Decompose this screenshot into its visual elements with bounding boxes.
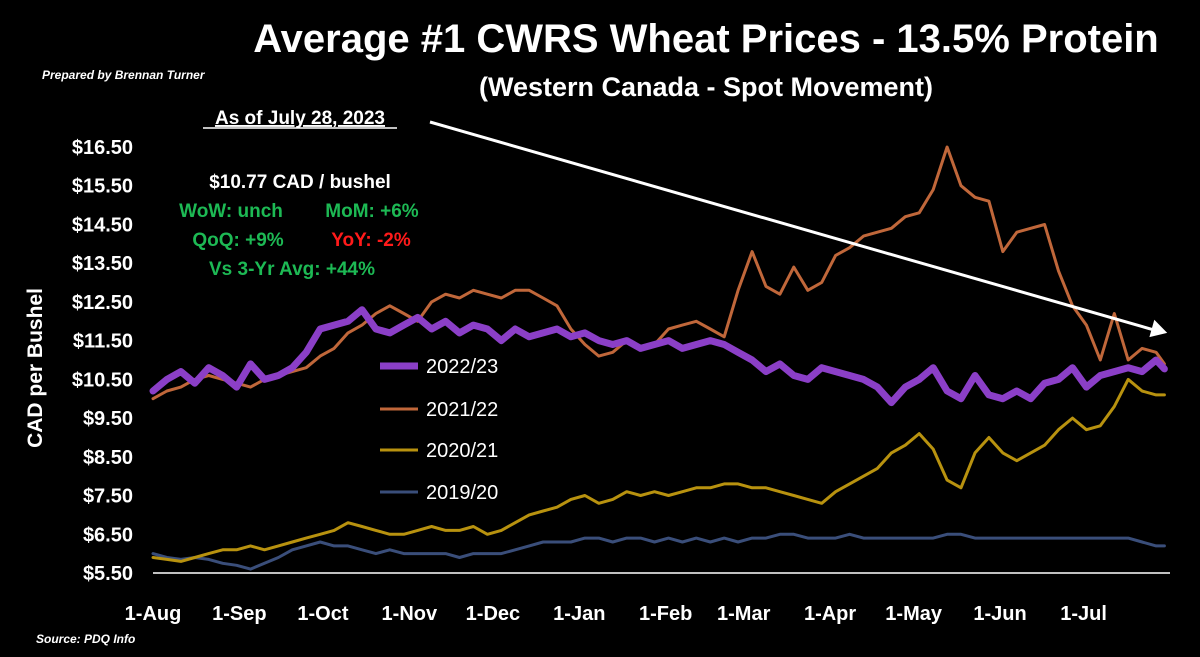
series-line-2020-21 (151, 377, 1166, 563)
y-tick-label: $12.50 (72, 292, 133, 314)
chart-subtitle: (Western Canada - Spot Movement) (479, 72, 933, 102)
x-tick-label: 1-Mar (717, 603, 771, 625)
legend: 2022/23 2021/22 2020/21 2019/20 (380, 356, 498, 504)
x-tick-label: 1-Jun (973, 603, 1026, 625)
y-tick-label: $14.50 (72, 214, 133, 236)
y-axis-ticks: $16.50 $15.50 $14.50 $13.50 $12.50 $11.50 $10.… (72, 137, 133, 585)
y-tick-label: $13.50 (72, 253, 133, 275)
as-of-text: As of July 28, 2023 (215, 108, 385, 129)
chart-title: Average #1 CWRS Wheat Prices - 13.5% Pro… (253, 17, 1159, 61)
y-tick-label: $8.50 (83, 447, 133, 469)
yoy-text: YoY: -2% (331, 230, 411, 251)
y-tick-label: $10.50 (72, 369, 133, 391)
mom-text: MoM: +6% (325, 201, 419, 222)
x-tick-label: 1-May (885, 603, 943, 625)
y-tick-label: $6.50 (83, 524, 133, 546)
y-tick-label: $16.50 (72, 137, 133, 159)
x-tick-label: 1-Nov (382, 603, 438, 625)
x-tick-label: 1-Jul (1060, 603, 1107, 625)
series-layer (149, 145, 1168, 571)
y-tick-label: $11.50 (73, 331, 133, 353)
trend-arrow-line (429, 120, 1158, 333)
price-text: $10.77 CAD / bushel (209, 172, 391, 193)
trend-arrow-head (1149, 319, 1168, 338)
series-line-2022-23 (149, 306, 1168, 407)
x-tick-label: 1-Aug (125, 603, 182, 625)
y-axis-label: CAD per Bushel (24, 288, 47, 448)
y-tick-label: $15.50 (72, 176, 133, 198)
x-tick-label: 1-Apr (804, 603, 856, 625)
legend-label: 2022/23 (426, 356, 498, 378)
x-axis-ticks: 1-Aug 1-Sep 1-Oct 1-Nov 1-Dec 1-Jan 1-Feb 1-Mar… (125, 603, 1107, 625)
source-text: Source: PDQ Info (36, 632, 135, 646)
series-line-2021-22 (151, 145, 1166, 401)
series-line-2019-20 (151, 532, 1166, 571)
trend-arrow (429, 120, 1168, 338)
wow-text: WoW: unch (179, 201, 283, 222)
vs-3yr-text: Vs 3-Yr Avg: +44% (209, 259, 375, 280)
legend-label: 2020/21 (426, 440, 498, 462)
y-tick-label: $5.50 (83, 563, 133, 585)
x-tick-label: 1-Sep (212, 603, 266, 625)
x-tick-label: 1-Oct (297, 603, 348, 625)
credit-text: Prepared by Brennan Turner (42, 68, 206, 82)
x-tick-label: 1-Dec (466, 603, 520, 625)
y-tick-label: $9.50 (83, 408, 133, 430)
y-tick-label: $7.50 (83, 486, 133, 508)
legend-label: 2021/22 (426, 399, 498, 421)
x-tick-label: 1-Jan (553, 603, 605, 625)
legend-label: 2019/20 (426, 482, 498, 504)
qoq-text: QoQ: +9% (192, 230, 283, 251)
x-tick-label: 1-Feb (639, 603, 692, 625)
